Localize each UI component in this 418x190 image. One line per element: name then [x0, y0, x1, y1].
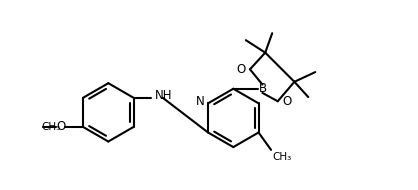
Text: O: O — [282, 95, 291, 108]
Text: NH: NH — [154, 89, 172, 102]
Text: N: N — [196, 95, 204, 108]
Text: O: O — [56, 120, 66, 133]
Text: B: B — [258, 82, 267, 95]
Text: CH₃: CH₃ — [273, 152, 292, 162]
Text: CH₃: CH₃ — [41, 122, 61, 132]
Text: O: O — [237, 63, 246, 76]
